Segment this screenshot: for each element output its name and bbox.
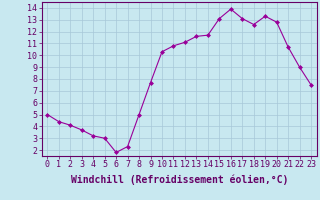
X-axis label: Windchill (Refroidissement éolien,°C): Windchill (Refroidissement éolien,°C) xyxy=(70,175,288,185)
